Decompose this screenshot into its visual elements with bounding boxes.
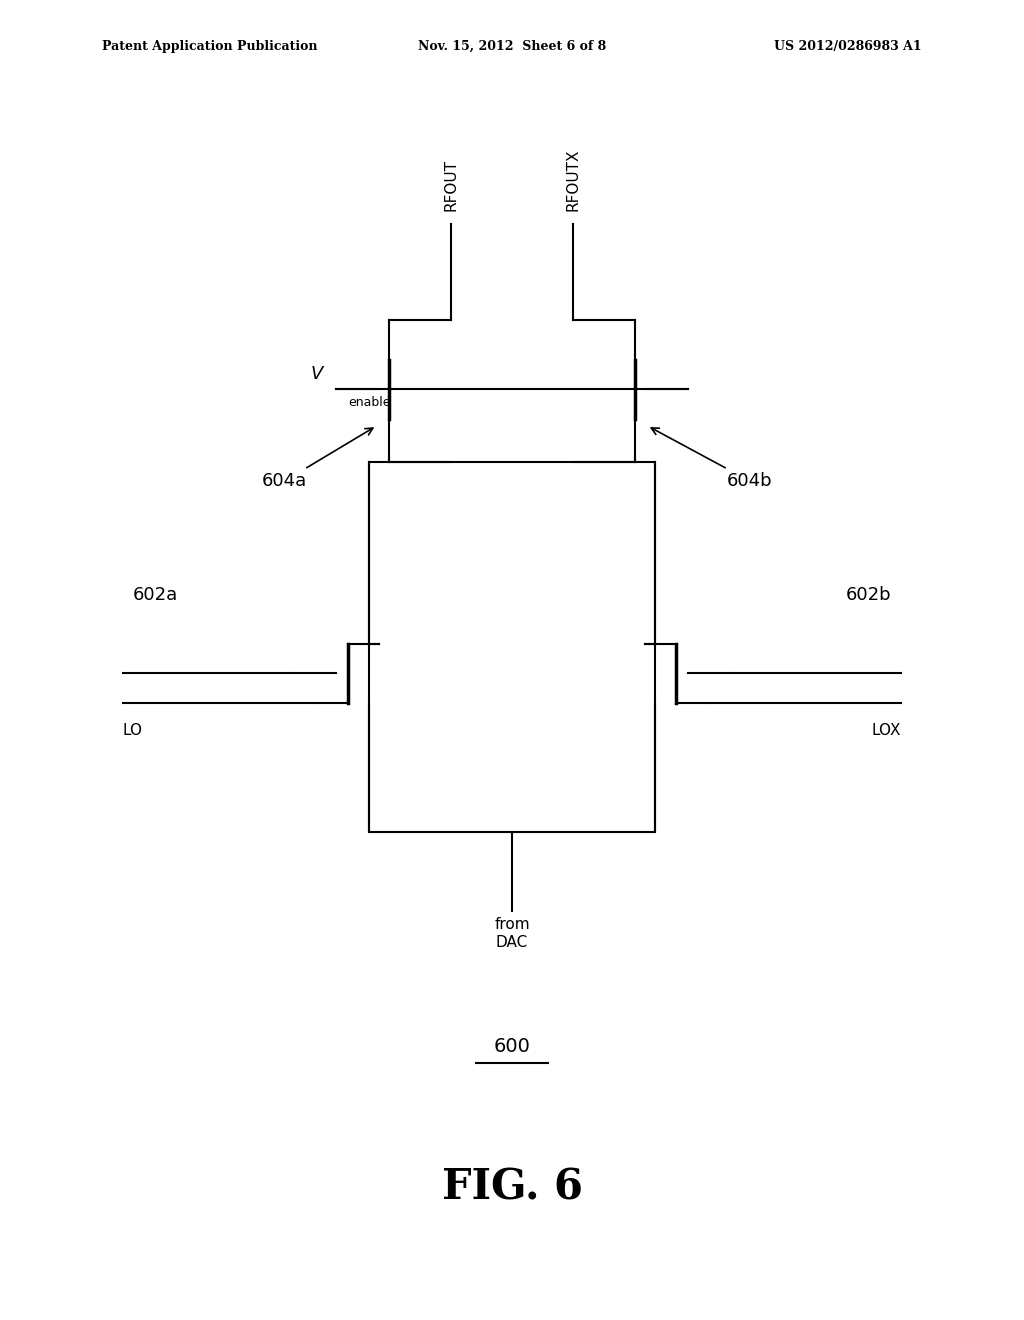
Text: LO: LO <box>123 723 143 738</box>
Text: RFOUTX: RFOUTX <box>566 149 581 211</box>
Text: enable: enable <box>348 396 391 409</box>
Text: 604b: 604b <box>651 428 772 490</box>
Text: RFOUT: RFOUT <box>443 160 458 211</box>
Text: 600: 600 <box>494 1038 530 1056</box>
Text: Nov. 15, 2012  Sheet 6 of 8: Nov. 15, 2012 Sheet 6 of 8 <box>418 40 606 53</box>
Bar <box>369 462 655 832</box>
Text: $V$: $V$ <box>310 364 326 383</box>
Text: FIG. 6: FIG. 6 <box>441 1167 583 1209</box>
Text: 604a: 604a <box>262 428 373 490</box>
Text: US 2012/0286983 A1: US 2012/0286983 A1 <box>774 40 922 53</box>
Text: from
DAC: from DAC <box>495 917 529 950</box>
Text: 602b: 602b <box>845 586 891 605</box>
Text: Patent Application Publication: Patent Application Publication <box>102 40 317 53</box>
Text: LOX: LOX <box>871 723 901 738</box>
Text: 602a: 602a <box>133 586 178 605</box>
